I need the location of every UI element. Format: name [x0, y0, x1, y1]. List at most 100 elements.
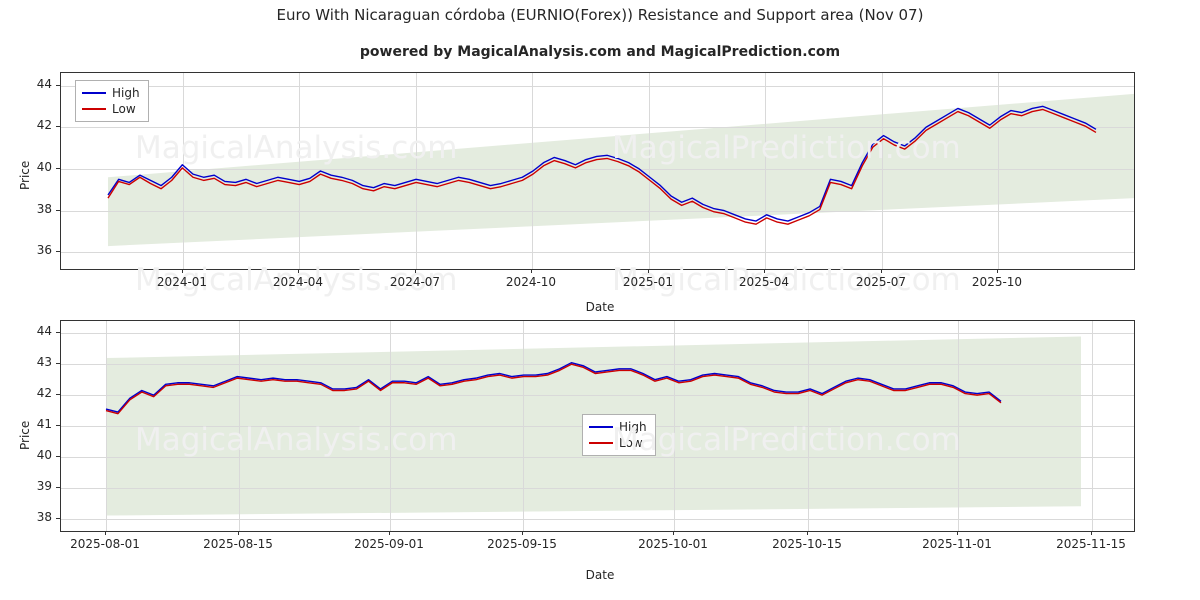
y-axis-tick-label: 42: [36, 386, 52, 401]
x-axis-tick-mark: [1091, 531, 1092, 535]
gridline-horizontal: [61, 395, 1134, 397]
x-axis-tick-label: 2024-07: [389, 275, 441, 289]
y-axis-tick-mark: [56, 209, 60, 211]
y-axis-tick-mark: [56, 425, 60, 426]
x-axis-tick-mark: [238, 531, 239, 535]
gridline-vertical: [523, 321, 524, 531]
x-axis-tick-label: 2024-10: [505, 275, 557, 289]
gridline-horizontal: [61, 85, 1134, 87]
gridline-vertical: [765, 73, 766, 269]
x-axis-tick-mark: [648, 269, 649, 273]
y-axis-tick-mark: [56, 517, 60, 519]
y-axis-tick-mark: [56, 84, 60, 86]
x-axis-tick-label: 2025-10-01: [638, 537, 708, 551]
x-axis-tick-label: 2025-10-15: [772, 537, 842, 551]
x-axis-tick-mark: [389, 531, 390, 535]
x-axis-tick-label: 2025-09-15: [487, 537, 557, 551]
y-axis-tick-label: 39: [36, 478, 52, 493]
series-layer: [105, 361, 1002, 415]
gridline-vertical: [1092, 321, 1093, 531]
x-axis-tick-label: 2024-01: [156, 275, 208, 289]
x-axis-tick-label: 2025-07: [855, 275, 907, 289]
gridline-vertical: [958, 321, 959, 531]
gridline-vertical: [390, 321, 391, 531]
x-axis-tick-label: 2025-11-15: [1056, 537, 1126, 551]
x-axis-tick-mark: [182, 269, 183, 273]
y-axis-tick-mark: [56, 363, 60, 365]
x-axis-tick-mark: [673, 531, 674, 535]
series-line-high: [107, 105, 1097, 222]
legend-swatch-high: [82, 92, 106, 94]
legend-label-high: High: [112, 86, 140, 100]
y-axis-tick-mark: [56, 126, 60, 128]
main-chart-panel: [60, 72, 1135, 270]
x-axis-tick-mark: [522, 531, 523, 535]
gridline-vertical: [106, 321, 107, 531]
x-axis-tick-label: 2025-04: [738, 275, 790, 289]
y-axis-tick-label: 38: [36, 201, 52, 216]
x-axis-tick-mark: [415, 269, 416, 273]
main-chart-plot: [60, 72, 1135, 270]
y-axis-tick-label: 40: [36, 159, 52, 174]
support-resistance-band: [108, 93, 1134, 247]
x-axis-tick-mark: [764, 269, 765, 273]
main-chart-xlabel: Date: [585, 300, 615, 314]
series-line-high: [105, 361, 1002, 413]
gridline-vertical: [674, 321, 675, 531]
gridline-vertical: [183, 73, 184, 269]
gridline-vertical: [882, 73, 883, 269]
zoom-chart-xlabel: Date: [585, 568, 615, 582]
legend-label-low: Low: [112, 102, 136, 116]
page-title: Euro With Nicaraguan córdoba (EURNIO(For…: [276, 6, 924, 24]
legend-row-high: High: [589, 419, 647, 435]
gridline-horizontal: [61, 127, 1134, 129]
y-axis-tick-mark: [56, 332, 60, 334]
x-axis-tick-mark: [105, 531, 106, 535]
y-axis-tick-label: 43: [36, 355, 52, 370]
legend-swatch-high: [589, 426, 613, 428]
legend-swatch-low: [82, 108, 106, 110]
x-axis-tick-mark: [997, 269, 998, 273]
y-axis-tick-label: 41: [36, 417, 52, 431]
series-layer: [107, 105, 1097, 225]
y-axis-tick-label: 40: [36, 447, 52, 462]
y-axis-tick-label: 44: [36, 76, 52, 91]
x-axis-tick-mark: [881, 269, 882, 273]
gridline-horizontal: [61, 364, 1134, 366]
gridline-vertical: [299, 73, 300, 269]
y-axis-tick-mark: [56, 486, 60, 488]
legend-label-high: High: [619, 420, 647, 434]
y-axis-tick-label: 42: [36, 118, 52, 133]
gridline-vertical: [649, 73, 650, 269]
x-axis-tick-label: 2025-01: [622, 275, 674, 289]
legend-row-high: High: [82, 85, 140, 101]
x-axis-tick-label: 2025-11-01: [922, 537, 992, 551]
y-axis-tick-mark: [56, 251, 60, 253]
y-axis-tick-label: 36: [36, 243, 52, 258]
x-axis-tick-label: 2025-09-01: [354, 537, 424, 551]
x-axis-tick-label: 2025-08-01: [70, 537, 140, 551]
gridline-vertical: [998, 73, 999, 269]
y-axis-tick-mark: [56, 167, 60, 169]
legend-row-low: Low: [589, 435, 647, 451]
y-axis-tick-mark: [56, 455, 60, 457]
x-axis-tick-label: 2024-04: [272, 275, 324, 289]
y-axis-tick-label: 38: [36, 509, 52, 524]
gridline-vertical: [239, 321, 240, 531]
gridline-horizontal: [61, 487, 1134, 489]
y-axis-tick-label: 44: [36, 324, 52, 339]
x-axis-tick-mark: [807, 531, 808, 535]
gridline-horizontal: [61, 456, 1134, 458]
gridline-horizontal: [61, 252, 1134, 254]
x-axis-tick-label: 2025-08-15: [203, 537, 273, 551]
gridline-vertical: [416, 73, 417, 269]
gridline-horizontal: [61, 210, 1134, 212]
x-axis-tick-label: 2025-10: [971, 275, 1023, 289]
gridline-horizontal: [61, 168, 1134, 170]
main-chart-legend: High Low: [75, 80, 149, 122]
gridline-horizontal: [61, 518, 1134, 520]
legend-swatch-low: [589, 442, 613, 444]
page-subtitle: powered by MagicalAnalysis.com and Magic…: [359, 44, 841, 60]
series-line-low: [107, 108, 1097, 225]
